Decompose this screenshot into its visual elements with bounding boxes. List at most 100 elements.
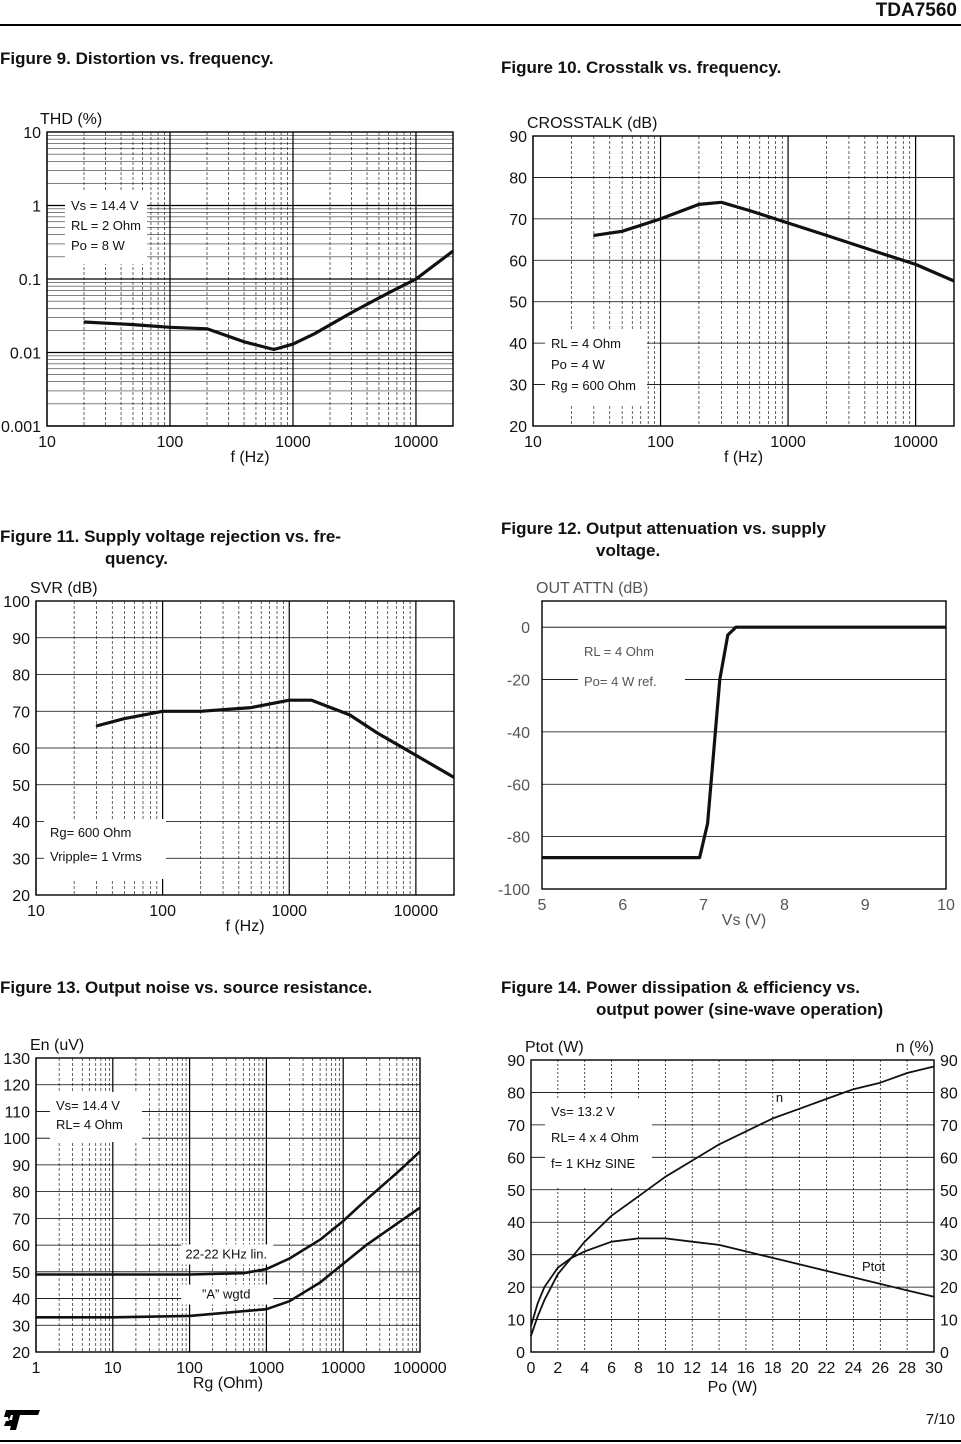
- y-tick-label: 90: [509, 129, 527, 146]
- data-point: [798, 1263, 801, 1266]
- annotation-box: [44, 819, 166, 879]
- data-point: [664, 1176, 667, 1178]
- data-point: [288, 699, 291, 702]
- annotation: Po= 4 W ref.: [584, 674, 657, 689]
- data-point: [123, 717, 126, 720]
- data-point: [365, 1198, 368, 1201]
- x-tick-label: 24: [845, 1360, 863, 1377]
- series-line: [530, 1237, 935, 1327]
- annotation: Vs= 13.2 V: [551, 1104, 615, 1119]
- data-point: [953, 280, 955, 282]
- data-point: [310, 699, 313, 702]
- y-tick-label: 80: [507, 1085, 525, 1102]
- data-point: [342, 1220, 345, 1222]
- annotation: Po = 8 W: [71, 238, 126, 253]
- y-tick-label: 0.1: [19, 272, 41, 289]
- series-line: [36, 1206, 421, 1319]
- x-tick-label: 5: [538, 897, 547, 914]
- data-point: [583, 1240, 586, 1243]
- y-tick-label: 40: [507, 1215, 525, 1232]
- annotation: RL= 4 x 4 Ohm: [551, 1130, 639, 1145]
- figure-9-title: Figure 9. Distortion vs. frequency.: [0, 48, 274, 70]
- y-axis-label: En (uV): [30, 1037, 84, 1054]
- footer-rule: [0, 1440, 961, 1442]
- data-point: [265, 1308, 268, 1311]
- chart-crosstalk-vs-frequency: RL = 4 Ohm Po = 4 W Rg = 600 Ohm 10 100 1000 1…: [509, 115, 955, 466]
- header-rule: [0, 24, 961, 26]
- y-tick-label: -40: [507, 725, 530, 742]
- figure-title-line: Figure 9. Distortion vs. frequency.: [0, 49, 274, 68]
- data-point: [727, 634, 729, 636]
- figure-13-title: Figure 13. Output noise vs. source resis…: [0, 977, 372, 999]
- data-point: [313, 332, 316, 335]
- data-point: [112, 1273, 114, 1276]
- data-point: [169, 326, 171, 329]
- x-tick-label: 22: [818, 1360, 836, 1377]
- y-tick-label: 30: [12, 851, 30, 868]
- annotation: RL = 2 Ohm: [71, 218, 141, 233]
- x-tick-label: 26: [871, 1360, 889, 1377]
- data-point: [787, 222, 789, 224]
- x-tick-label: 2: [553, 1360, 562, 1377]
- y-tick-label: 70: [12, 1211, 30, 1228]
- data-point: [772, 1257, 774, 1259]
- y-tick-label: -80: [507, 830, 530, 847]
- data-point: [348, 714, 351, 716]
- y-tick-label: 40: [12, 1292, 30, 1309]
- x-axis-label: f (Hz): [225, 918, 264, 935]
- data-point: [387, 291, 390, 294]
- figure-title-line: Figure 12. Output attenuation vs. supply: [501, 519, 826, 538]
- y-tick-label-right: 10: [940, 1313, 958, 1330]
- data-point: [342, 1263, 345, 1265]
- plot-frame: [46, 131, 454, 427]
- plot-frame: [541, 600, 947, 890]
- series-label-box: [181, 1284, 274, 1305]
- x-tick-label: 100000: [393, 1360, 446, 1377]
- data-point: [288, 1257, 291, 1260]
- y-tick-label: 30: [509, 378, 527, 395]
- chart-output-attenuation-vs-supply: RL = 4 Ohm Po= 4 W ref. 5 6 7 8 9 10 -100 -80 -60 -…: [498, 580, 955, 929]
- x-tick-label: 12: [683, 1360, 701, 1377]
- y-tick-label: 30: [12, 1318, 30, 1335]
- y-tick-label-right: 20: [940, 1280, 958, 1297]
- x-tick-label: 1000: [275, 434, 311, 451]
- data-point: [419, 1206, 421, 1209]
- data-point: [852, 1088, 855, 1090]
- x-tick-label: 1: [32, 1360, 41, 1377]
- data-point: [536, 1302, 539, 1305]
- data-point: [83, 321, 85, 323]
- annotation: Rg= 600 Ohm: [50, 825, 131, 840]
- document-id: TDA7560: [875, 0, 957, 21]
- y-tick-label-right: 50: [940, 1183, 958, 1200]
- data-point: [659, 218, 662, 220]
- data-point: [879, 1081, 882, 1084]
- y-tick-label: 10: [23, 125, 41, 142]
- data-point: [319, 1238, 321, 1241]
- y-tick-label: 70: [12, 704, 30, 721]
- st-logo-icon: [4, 1410, 40, 1430]
- data-point: [541, 856, 543, 859]
- data-point: [706, 822, 709, 825]
- figure-title-line: Figure 11. Supply voltage rejection vs. …: [0, 527, 342, 546]
- x-tick-label: 8: [780, 897, 789, 914]
- data-point: [206, 328, 208, 330]
- chart-svr-vs-frequency: Rg= 600 Ohm Vripple= 1 Vrms 10 100 1000 10000…: [3, 580, 455, 935]
- data-point: [825, 1098, 828, 1100]
- data-point: [188, 1315, 191, 1317]
- page-number: 7/10: [925, 1411, 955, 1428]
- y-tick-label: 80: [12, 668, 30, 685]
- y-tick-label: 20: [12, 888, 30, 905]
- data-point: [593, 234, 595, 237]
- y-axis-label: CROSSTALK (dB): [527, 115, 657, 132]
- figure-title-line: Figure 13. Output noise vs. source resis…: [0, 978, 373, 997]
- data-point: [933, 1065, 935, 1068]
- series-line: [542, 625, 946, 860]
- data-point: [621, 230, 623, 233]
- data-point: [536, 1315, 539, 1318]
- y-axis-label-right: n (%): [896, 1039, 934, 1056]
- annotation: Vs= 14.4 V: [56, 1098, 120, 1113]
- data-point: [112, 1316, 114, 1319]
- data-point: [543, 1299, 546, 1301]
